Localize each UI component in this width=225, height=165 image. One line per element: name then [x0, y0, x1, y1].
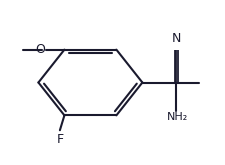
- Text: O: O: [35, 43, 45, 56]
- Text: NH₂: NH₂: [166, 112, 187, 122]
- Text: F: F: [56, 133, 63, 146]
- Text: N: N: [171, 32, 180, 45]
